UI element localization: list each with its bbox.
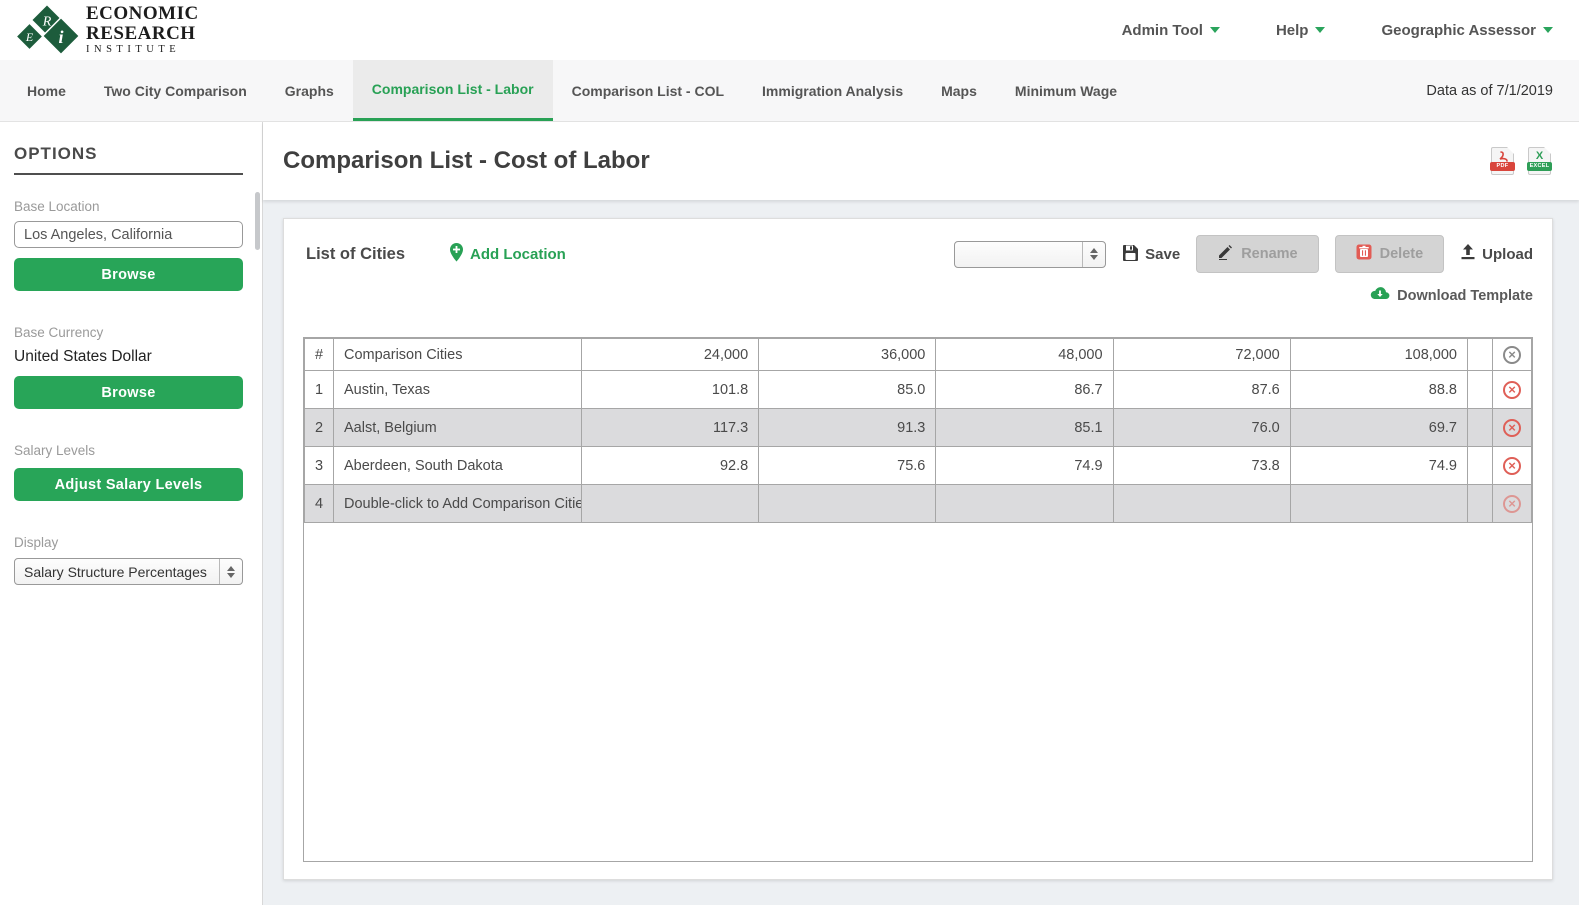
tab-maps[interactable]: Maps <box>922 60 996 121</box>
tab-two-city-comparison[interactable]: Two City Comparison <box>85 60 266 121</box>
col-header-level-4: 72,000 <box>1113 339 1290 371</box>
select-stepper-icon <box>219 559 242 584</box>
table-row[interactable]: 2 Aalst, Belgium 117.3 91.3 85.1 76.0 69… <box>305 409 1532 447</box>
upload-button[interactable]: Upload <box>1460 244 1533 264</box>
upload-arrow-icon <box>1460 244 1476 264</box>
main-nav: Home Two City Comparison Graphs Comparis… <box>0 60 1579 122</box>
export-pdf-button[interactable]: PDF <box>1491 147 1514 175</box>
chevron-down-icon <box>1315 27 1325 33</box>
cloud-download-icon <box>1370 286 1390 305</box>
remove-row-button[interactable] <box>1503 457 1521 475</box>
chevron-down-icon <box>1210 27 1220 33</box>
tab-comparison-list-labor[interactable]: Comparison List - Labor <box>353 60 553 121</box>
tab-minimum-wage[interactable]: Minimum Wage <box>996 60 1136 121</box>
col-header-level-3: 48,000 <box>936 339 1113 371</box>
spacer-cell <box>1468 371 1493 409</box>
add-city-cell[interactable]: Double-click to Add Comparison Cities <box>334 485 582 523</box>
table-row[interactable]: 3 Aberdeen, South Dakota 92.8 75.6 74.9 … <box>305 447 1532 485</box>
display-select[interactable]: Salary Structure Percentages <box>14 558 243 585</box>
page-title: Comparison List - Cost of Labor <box>283 147 650 175</box>
col-header-cities: Comparison Cities <box>334 339 582 371</box>
tab-comparison-list-col[interactable]: Comparison List - COL <box>553 60 743 121</box>
spacer-cell <box>1468 447 1493 485</box>
spacer-cell <box>1468 485 1493 523</box>
base-currency-browse-button[interactable]: Browse <box>14 376 243 409</box>
tab-immigration-analysis[interactable]: Immigration Analysis <box>743 60 922 121</box>
excel-x-icon: X <box>1529 151 1550 162</box>
city-cell[interactable]: Aalst, Belgium <box>334 409 582 447</box>
salary-levels-label: Salary Levels <box>14 443 243 458</box>
svg-text:R: R <box>42 14 52 29</box>
base-currency-value: United States Dollar <box>14 348 243 366</box>
save-button[interactable]: Save <box>1122 244 1180 265</box>
data-as-of-label: Data as of 7/1/2019 <box>1426 60 1579 121</box>
comparison-table: # Comparison Cities 24,000 36,000 48,000… <box>304 338 1532 523</box>
options-title: OPTIONS <box>14 144 243 175</box>
options-sidebar: OPTIONS Base Location Browse Base Curren… <box>0 122 263 905</box>
adjust-salary-levels-button[interactable]: Adjust Salary Levels <box>14 468 243 501</box>
map-pin-plus-icon <box>449 243 464 266</box>
select-stepper-icon <box>1082 242 1105 267</box>
list-of-cities-card: List of Cities Add Location <box>283 218 1553 880</box>
display-label: Display <box>14 535 243 550</box>
tab-home[interactable]: Home <box>8 60 85 121</box>
col-header-level-5: 108,000 <box>1290 339 1467 371</box>
svg-text:i: i <box>58 27 63 47</box>
rename-button[interactable]: Rename <box>1196 235 1318 273</box>
col-header-num: # <box>305 339 334 371</box>
remove-row-button[interactable] <box>1503 495 1521 513</box>
base-currency-label: Base Currency <box>14 325 243 340</box>
base-location-label: Base Location <box>14 199 243 214</box>
download-template-button[interactable]: Download Template <box>1370 286 1533 305</box>
chevron-down-icon <box>1543 27 1553 33</box>
col-header-level-1: 24,000 <box>582 339 759 371</box>
admin-tool-menu[interactable]: Admin Tool <box>1122 22 1220 39</box>
eri-logo[interactable]: E R i ECONOMIC RESEARCH INSTITUTE <box>14 1 199 60</box>
geographic-assessor-menu[interactable]: Geographic Assessor <box>1381 22 1553 39</box>
city-cell[interactable]: Austin, Texas <box>334 371 582 409</box>
base-location-input[interactable] <box>14 221 243 248</box>
add-location-button[interactable]: Add Location <box>449 243 566 266</box>
city-cell[interactable]: Aberdeen, South Dakota <box>334 447 582 485</box>
logo-wordmark: ECONOMIC RESEARCH INSTITUTE <box>86 4 199 56</box>
sidebar-scrollbar[interactable] <box>255 192 260 250</box>
help-menu[interactable]: Help <box>1276 22 1326 39</box>
list-of-cities-title: List of Cities <box>306 245 405 264</box>
comparison-table-container: # Comparison Cities 24,000 36,000 48,000… <box>303 337 1533 862</box>
clear-all-rows-button[interactable] <box>1503 346 1521 364</box>
delete-button[interactable]: Delete <box>1335 235 1445 273</box>
base-location-browse-button[interactable]: Browse <box>14 258 243 291</box>
spacer-cell <box>1468 409 1493 447</box>
table-row[interactable]: 1 Austin, Texas 101.8 85.0 86.7 87.6 88.… <box>305 371 1532 409</box>
add-row[interactable]: 4 Double-click to Add Comparison Cities <box>305 485 1532 523</box>
trash-icon <box>1356 244 1372 264</box>
spacer-cell <box>1468 339 1493 371</box>
saved-list-select[interactable] <box>954 241 1106 268</box>
page-title-band: Comparison List - Cost of Labor PDF X EX… <box>263 122 1579 200</box>
tab-graphs[interactable]: Graphs <box>266 60 353 121</box>
export-excel-button[interactable]: X EXCEL <box>1528 147 1551 175</box>
eri-diamonds-icon: E R i <box>14 1 80 60</box>
top-header: E R i ECONOMIC RESEARCH INSTITUTE Admin … <box>0 0 1579 60</box>
remove-row-button[interactable] <box>1503 419 1521 437</box>
table-header-row: # Comparison Cities 24,000 36,000 48,000… <box>305 339 1532 371</box>
pencil-icon <box>1217 244 1233 264</box>
floppy-disk-icon <box>1122 244 1139 265</box>
col-header-level-2: 36,000 <box>759 339 936 371</box>
header-menu: Admin Tool Help Geographic Assessor <box>1122 22 1553 39</box>
remove-row-button[interactable] <box>1503 381 1521 399</box>
svg-text:E: E <box>25 30 34 44</box>
